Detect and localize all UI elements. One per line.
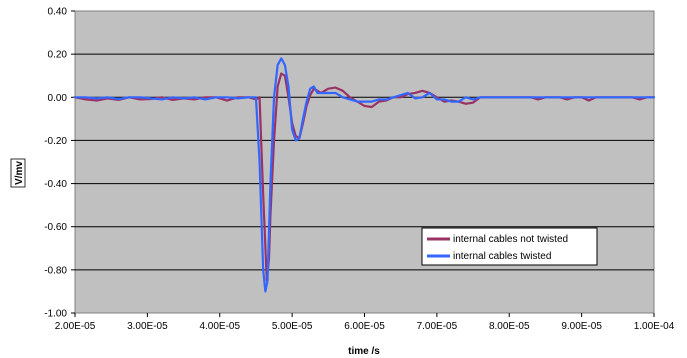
y-tick-label: -1.00 (44, 309, 67, 320)
y-tick-label: -0.40 (44, 179, 67, 190)
y-tick-label: -0.20 (44, 136, 67, 147)
plot-area (74, 10, 655, 314)
x-tick-label: 4.00E-05 (199, 321, 240, 332)
x-tick-label: 6.00E-05 (344, 321, 385, 332)
x-tick-label: 3.00E-05 (127, 321, 168, 332)
x-tick-label: 2.00E-05 (55, 321, 96, 332)
legend-label-twisted: internal cables twisted (453, 251, 551, 262)
y-axis-title: V/mv (14, 161, 25, 185)
x-axis-title: time /s (348, 346, 380, 357)
x-tick-label: 5.00E-05 (272, 321, 313, 332)
series-layer (73, 57, 656, 293)
legend-box (421, 227, 598, 266)
series-line-1 (73, 57, 656, 293)
y-tick-label: -0.80 (44, 265, 67, 276)
x-tick-label: 9.00E-05 (561, 321, 602, 332)
legend: internal cables not twisted internal cab… (421, 227, 598, 266)
legend-label-not-twisted: internal cables not twisted (453, 234, 568, 245)
y-tick-label: 0.20 (48, 50, 68, 61)
x-tick-label: 1.00E-04 (634, 321, 675, 332)
x-axis: 2.00E-05 3.00E-05 4.00E-05 5.00E-05 6.00E-05… (55, 313, 675, 332)
y-tick-label: 0.40 (48, 7, 68, 18)
x-tick-label: 7.00E-05 (417, 321, 458, 332)
y-axis-title-group: V/mv (10, 158, 26, 188)
x-tick-label: 8.00E-05 (489, 321, 530, 332)
y-axis: 0.40 0.20 0.00 -0.20 -0.40 -0.60 -0.80 -1.00 (44, 7, 75, 320)
y-tick-label: -0.60 (44, 222, 67, 233)
y-axis-title-box (10, 158, 26, 188)
y-tick-label: 0.00 (48, 93, 68, 104)
